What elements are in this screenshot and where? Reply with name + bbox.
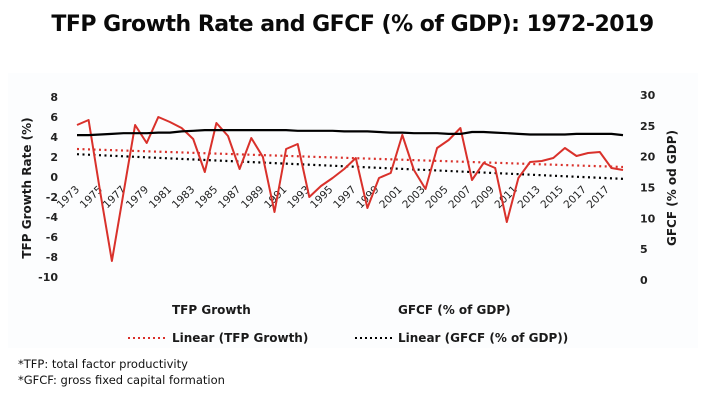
- left-axis-title: TFP Growth Rate (%): [20, 117, 34, 258]
- series-line-gfcf-of-gdp: [77, 129, 624, 137]
- left-tick-label: -2: [46, 191, 58, 204]
- chart-area-background: [8, 73, 698, 348]
- right-tick-label: 25: [640, 120, 655, 133]
- x-tick-label: 1997: [331, 184, 358, 211]
- right-tick-label: 15: [640, 182, 655, 195]
- x-tick-label: 2007: [446, 184, 473, 211]
- chart-title: TFP Growth Rate and GFCF (% of GDP): 197…: [51, 12, 654, 37]
- x-tick-label: 1979: [124, 184, 151, 211]
- legend: TFP Growth GFCF (% of GDP) Linear (TFP G…: [128, 303, 568, 345]
- footnote-gfcf: *GFCF: gross fixed capital formation: [18, 373, 225, 387]
- x-tick-label: 1981: [147, 184, 174, 211]
- footnotes: *TFP: total factor productivity *GFCF: g…: [18, 356, 225, 388]
- left-tick-label: -4: [46, 211, 59, 224]
- left-tick-label: 4: [50, 131, 58, 144]
- footnote-tfp: *TFP: total factor productivity: [18, 357, 188, 371]
- left-tick-label: 8: [50, 91, 58, 104]
- x-tick-label: 2015: [539, 184, 566, 211]
- x-tick-label: 2005: [423, 184, 450, 211]
- x-axis-tick-labels: 1973197519771979198119831985198719891991…: [55, 184, 612, 211]
- left-axis-ticks: 8 6 4 2 0 -2 -4 -6 -8 -10: [38, 91, 58, 284]
- legend-label-tfp-growth: TFP Growth: [172, 303, 251, 317]
- x-tick-label: 1995: [308, 184, 335, 211]
- legend-label-linear-tfp: Linear (TFP Growth): [172, 331, 308, 345]
- right-axis-ticks: 30 25 20 15 10 5 0: [640, 89, 656, 287]
- x-tick-label: 2001: [377, 184, 404, 211]
- right-axis-title: GFCF (% od GDP): [665, 130, 679, 246]
- x-tick-label: 1985: [193, 184, 220, 211]
- legend-label-gfcf: GFCF (% of GDP): [398, 303, 511, 317]
- x-tick-label: 1983: [170, 184, 197, 211]
- left-tick-label: -10: [38, 271, 58, 284]
- left-tick-label: 0: [50, 171, 58, 184]
- trendline-linear-gfcf-of-gdp: [76, 153, 624, 180]
- x-tick-label: 1987: [216, 184, 243, 211]
- right-tick-label: 5: [640, 243, 648, 256]
- left-tick-label: 6: [50, 111, 58, 124]
- legend-label-linear-gfcf: Linear (GFCF (% of GDP)): [398, 331, 568, 345]
- x-tick-label: 2009: [469, 184, 496, 211]
- x-tick-label: 2013: [515, 184, 542, 211]
- x-tick-label: 1989: [239, 184, 266, 211]
- series-layer: [76, 116, 624, 262]
- x-tick-label: 1973: [55, 184, 82, 211]
- right-tick-label: 10: [640, 212, 656, 225]
- left-tick-label: -6: [46, 231, 59, 244]
- series-line-tfp-growth: [76, 116, 624, 262]
- right-tick-label: 20: [640, 151, 656, 164]
- x-tick-label: 2017: [585, 184, 612, 211]
- right-tick-label: 0: [640, 274, 648, 287]
- x-tick-label: 2017: [562, 184, 589, 211]
- left-tick-label: -8: [46, 251, 58, 264]
- left-tick-label: 2: [50, 151, 58, 164]
- right-tick-label: 30: [640, 89, 656, 102]
